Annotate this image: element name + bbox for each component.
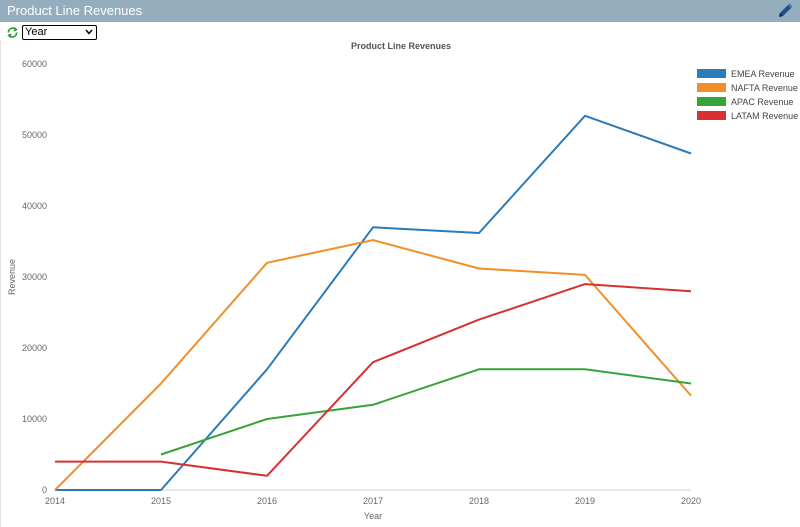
y-tick-label: 50000 bbox=[22, 130, 47, 140]
y-tick-label: 10000 bbox=[22, 414, 47, 424]
legend-swatch-emea-revenue bbox=[697, 69, 726, 78]
chart-container: Product Line Revenues 0 10000 20000 30000 40… bbox=[0, 40, 800, 527]
legend-label-apac-revenue: APAC Revenue bbox=[731, 97, 793, 107]
y-tick-label: 60000 bbox=[22, 59, 47, 69]
legend-label-emea-revenue: EMEA Revenue bbox=[731, 69, 795, 79]
legend-swatch-apac-revenue bbox=[697, 97, 726, 106]
series-line-latam-revenue bbox=[55, 283, 692, 477]
line-chart: Product Line Revenues 0 10000 20000 30000 40… bbox=[7, 41, 798, 521]
panel-title-bar: Product Line Revenues bbox=[0, 0, 800, 22]
x-tick-label: 2014 bbox=[45, 496, 65, 506]
chart-title: Product Line Revenues bbox=[351, 41, 451, 51]
period-select[interactable]: Year bbox=[22, 24, 97, 40]
x-tick-label: 2018 bbox=[469, 496, 489, 506]
x-axis-ticks: 2014 2015 2016 2017 2018 2019 2020 bbox=[45, 496, 701, 506]
y-tick-label: 40000 bbox=[22, 201, 47, 211]
y-axis-label: Revenue bbox=[7, 259, 17, 295]
refresh-icon[interactable] bbox=[6, 26, 19, 39]
period-select-value: Year bbox=[25, 25, 48, 38]
y-tick-label: 30000 bbox=[22, 272, 47, 282]
y-tick-label: 0 bbox=[42, 485, 47, 495]
y-tick-label: 20000 bbox=[22, 343, 47, 353]
legend: EMEA Revenue NAFTA Revenue APAC Revenue LAT… bbox=[697, 69, 798, 121]
series-line-emea-revenue bbox=[55, 114, 692, 491]
x-axis-label: Year bbox=[364, 511, 382, 521]
legend-label-latam-revenue: LATAM Revenue bbox=[731, 111, 798, 121]
series-line-nafta-revenue bbox=[54, 239, 692, 491]
series-line-apac-revenue bbox=[160, 368, 692, 456]
x-tick-label: 2017 bbox=[363, 496, 383, 506]
legend-swatch-latam-revenue bbox=[697, 111, 726, 120]
x-tick-label: 2015 bbox=[151, 496, 171, 506]
chevron-down-icon bbox=[85, 29, 93, 35]
legend-label-nafta-revenue: NAFTA Revenue bbox=[731, 83, 798, 93]
x-tick-label: 2019 bbox=[575, 496, 595, 506]
panel-title: Product Line Revenues bbox=[7, 3, 143, 18]
x-tick-label: 2020 bbox=[681, 496, 701, 506]
x-tick-label: 2016 bbox=[257, 496, 277, 506]
legend-swatch-nafta-revenue bbox=[697, 83, 726, 92]
y-axis-ticks: 0 10000 20000 30000 40000 50000 60000 bbox=[22, 59, 47, 495]
toolbar: Year bbox=[6, 24, 97, 40]
series-lines bbox=[54, 114, 692, 491]
pencil-icon[interactable] bbox=[776, 2, 794, 20]
